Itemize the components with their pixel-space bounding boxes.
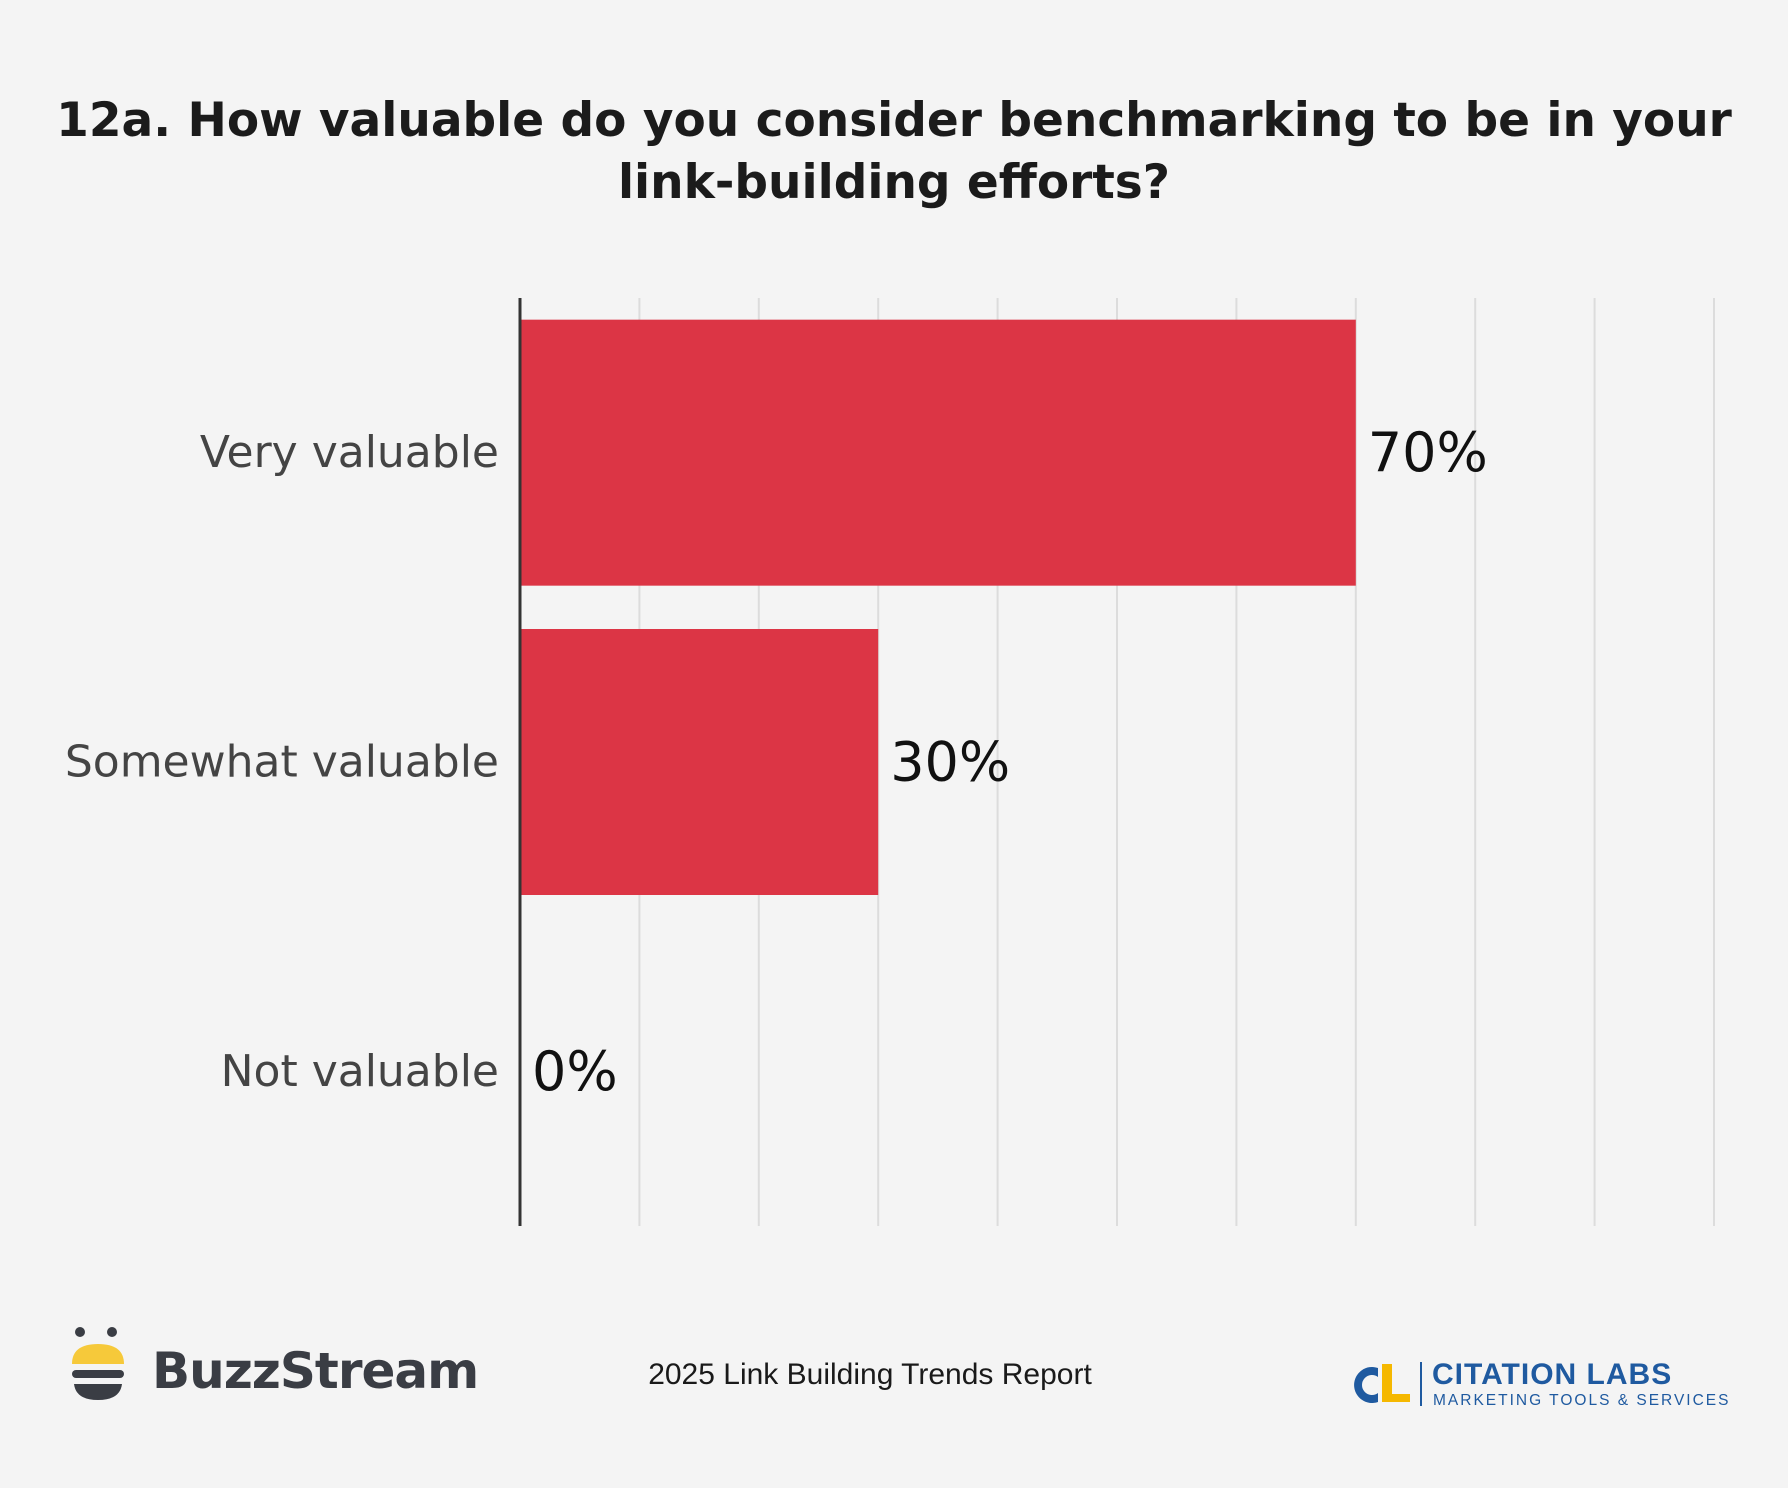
bar <box>520 319 1356 586</box>
bar <box>520 629 879 895</box>
value-labels: 70% 30% 0% <box>532 421 1488 1103</box>
citation-labs-tagline: MARKETING TOOLS & SERVICES <box>1433 1392 1731 1409</box>
bee-icon <box>72 1327 124 1400</box>
value-label: 30% <box>890 731 1010 794</box>
citation-labs-name: CITATION LABS <box>1432 1358 1673 1391</box>
value-label: 70% <box>1368 421 1488 484</box>
category-labels: Very valuable Somewhat valuable Not valuab… <box>65 427 499 1097</box>
category-label: Very valuable <box>200 427 499 478</box>
buzzstream-wordmark: BuzzStream <box>152 1342 479 1400</box>
category-label: Somewhat valuable <box>65 737 499 788</box>
category-label: Not valuable <box>221 1046 499 1097</box>
chart-title: 12a. How valuable do you consider benchm… <box>56 93 1732 210</box>
citation-labs-logo: CITATION LABS MARKETING TOOLS & SERVICES <box>1340 1358 1760 1410</box>
report-name: 2025 Link Building Trends Report <box>648 1358 1092 1391</box>
value-label: 0% <box>532 1040 618 1103</box>
cl-monogram-icon <box>1354 1362 1422 1406</box>
bars <box>520 319 1356 895</box>
buzzstream-logo: BuzzStream <box>70 1320 479 1420</box>
